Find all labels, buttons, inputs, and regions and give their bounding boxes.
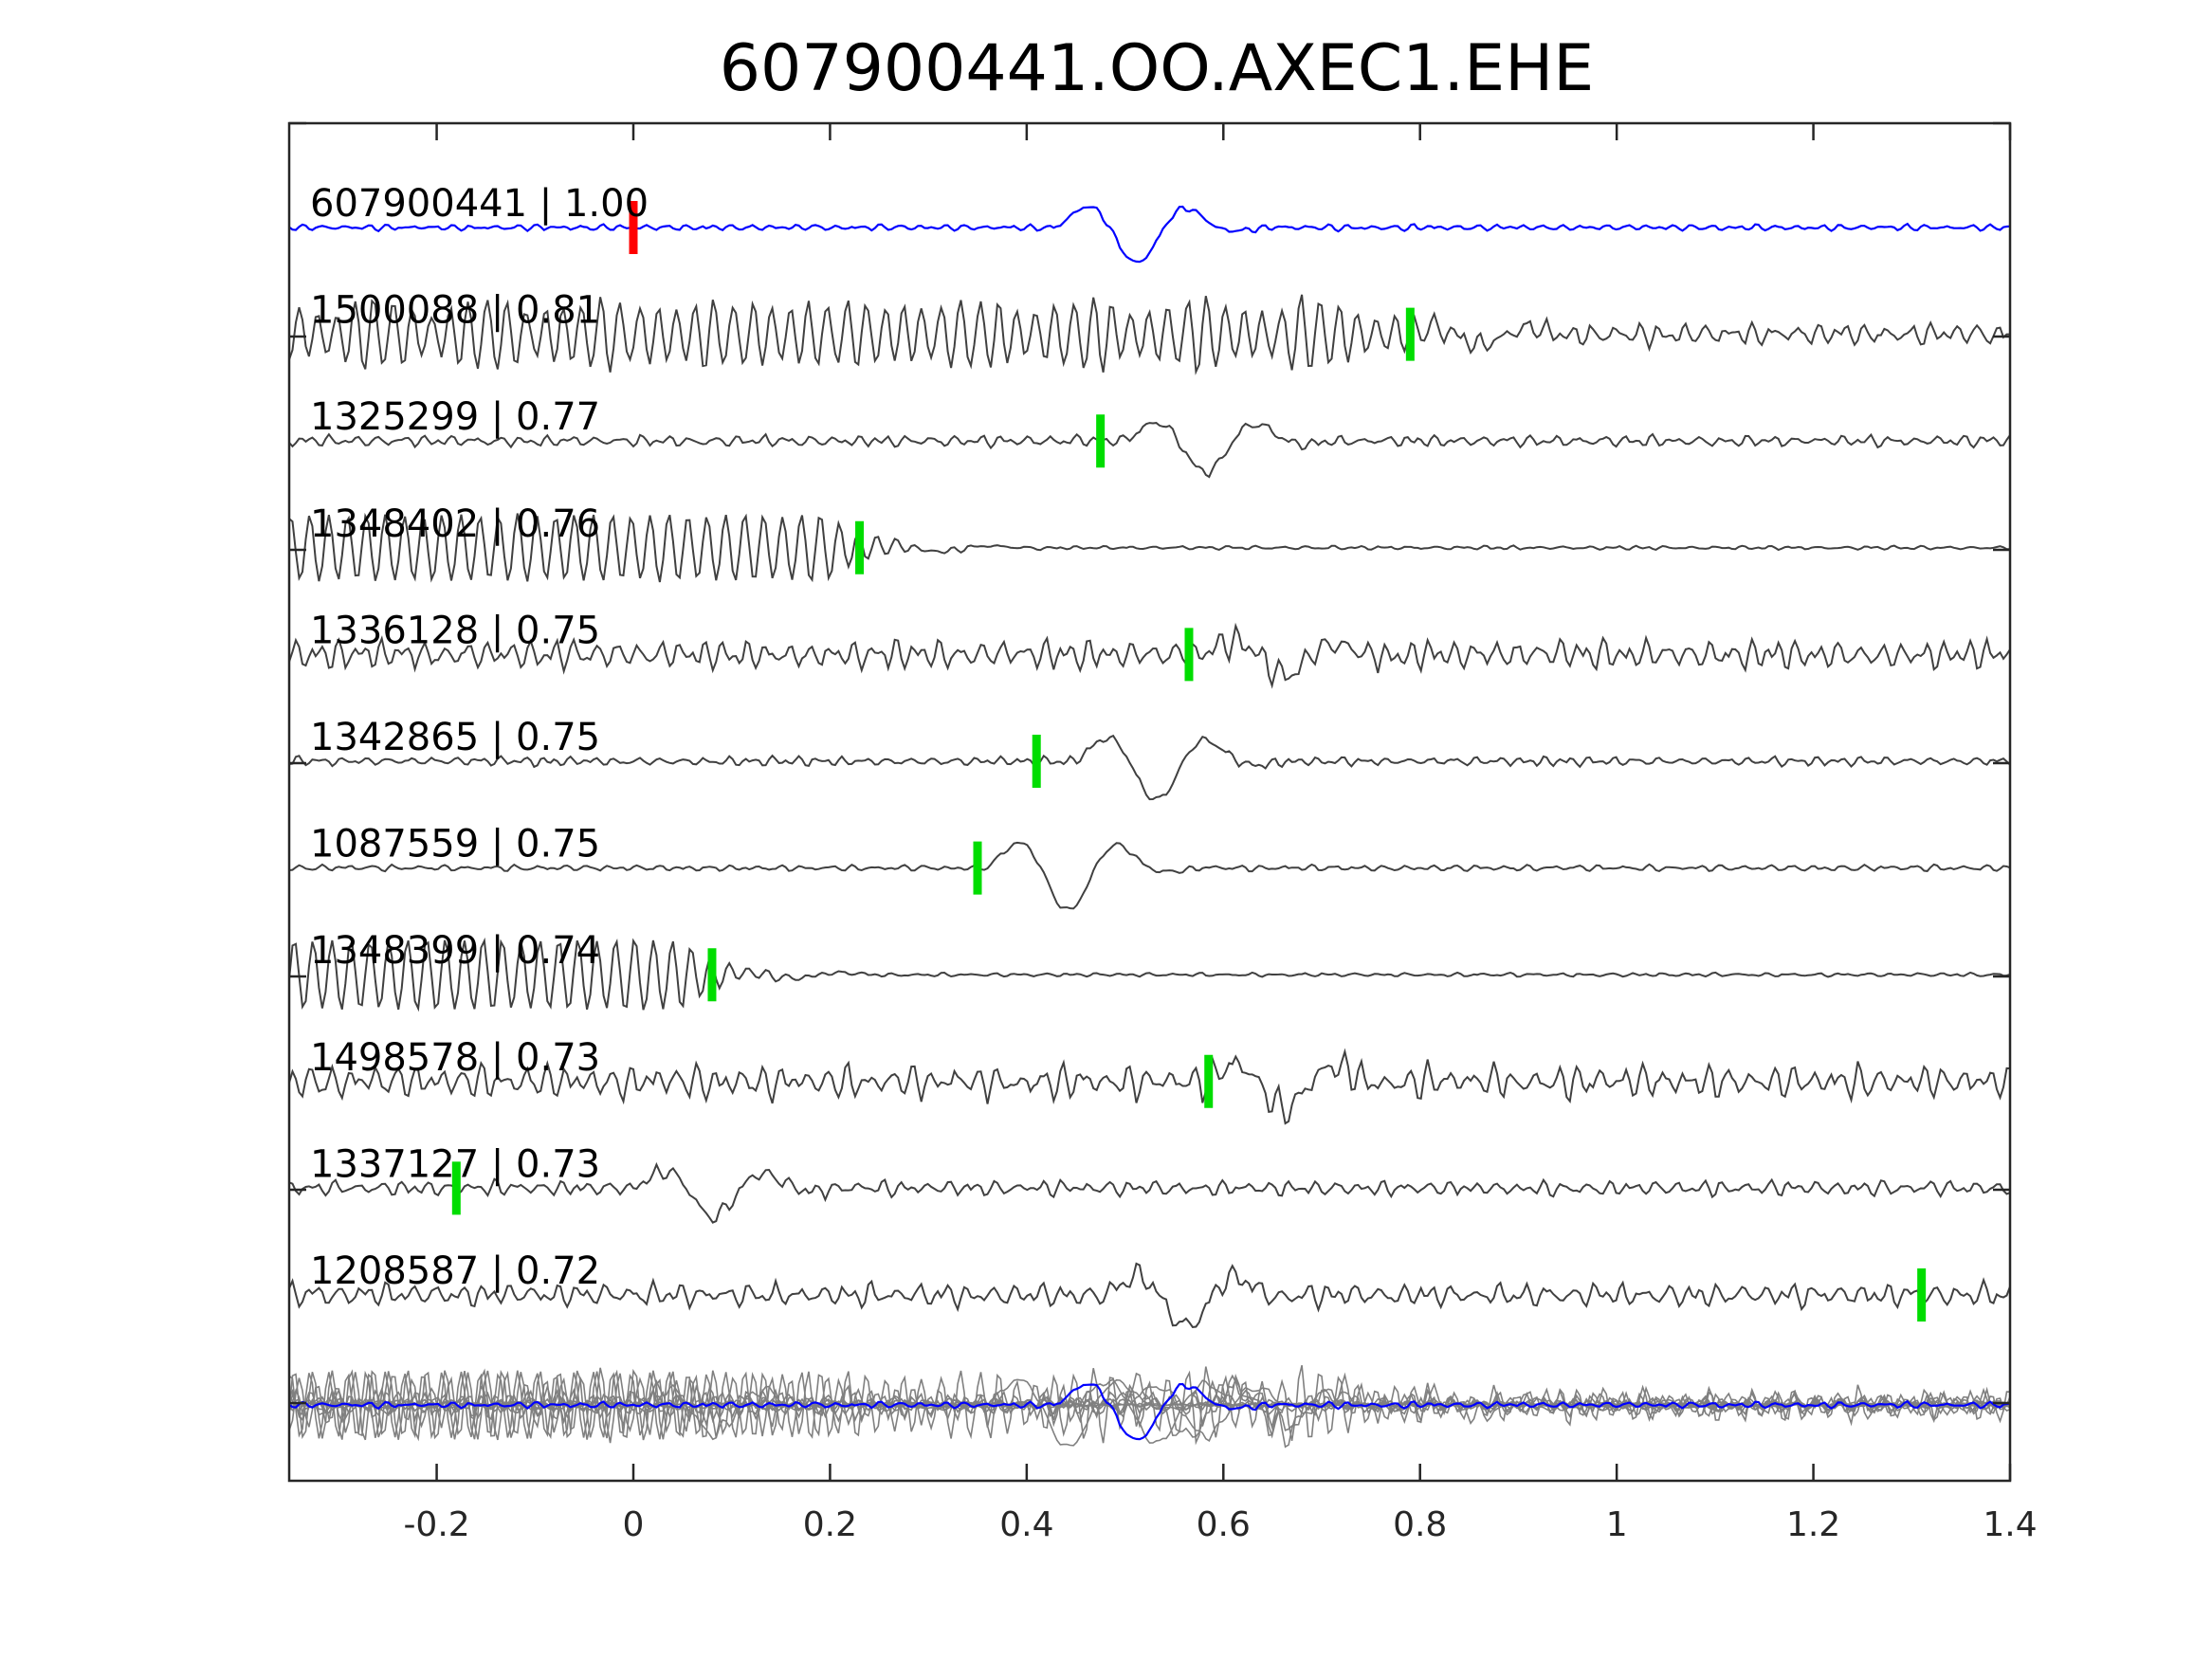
x-tick-label: -0.2 <box>403 1505 469 1544</box>
trace-1336128 <box>288 622 2011 689</box>
x-tick-label: 1.4 <box>1983 1505 2037 1544</box>
trace-1348402 <box>288 512 2011 583</box>
traces-layer <box>288 205 2011 1328</box>
trace-labels: 607900441 | 1.00 1500088 | 0.81 1325299 | … <box>310 182 649 1293</box>
trace-label-607900441: 607900441 | 1.00 <box>310 182 649 226</box>
trace-1498578 <box>288 1048 2011 1125</box>
trace-label-1336128: 1336128 | 0.75 <box>310 609 600 652</box>
trace-1087559 <box>288 841 2011 910</box>
x-tick-label: 0.8 <box>1393 1505 1447 1544</box>
trace-label-1337127: 1337127 | 0.73 <box>310 1142 600 1186</box>
trace-1342865 <box>288 734 2011 801</box>
x-tick-label: 0.2 <box>803 1505 857 1544</box>
trace-1325299 <box>288 422 2011 479</box>
trace-1348399 <box>288 937 2011 1012</box>
x-tick-label: 0.4 <box>999 1505 1053 1544</box>
trace-1500088 <box>288 294 2010 375</box>
trace-1208587 <box>288 1262 2011 1328</box>
x-tick-label: 0 <box>623 1505 645 1544</box>
x-tick-label: 1 <box>1606 1505 1628 1544</box>
trace-label-1087559: 1087559 | 0.75 <box>310 823 600 866</box>
trace-label-1348399: 1348399 | 0.74 <box>310 929 600 973</box>
trace-label-1342865: 1342865 | 0.75 <box>310 716 600 759</box>
trace-607900441 <box>288 205 2011 264</box>
stack-reference-trace <box>288 1382 2011 1441</box>
y-tick-marks <box>289 121 2010 1405</box>
chart-title: 607900441.OO.AXEC1.EHE <box>720 31 1594 106</box>
trace-label-1208587: 1208587 | 0.72 <box>310 1249 600 1293</box>
picks-layer <box>451 201 1927 1322</box>
axes-box <box>287 121 2012 1483</box>
trace-1337127 <box>288 1161 2011 1224</box>
trace-label-1348402: 1348402 | 0.76 <box>310 502 600 546</box>
x-tick-label: 1.2 <box>1786 1505 1840 1544</box>
trace-label-1325299: 1325299 | 0.77 <box>310 395 600 439</box>
x-tick-label: 0.6 <box>1197 1505 1251 1544</box>
stack-overlay <box>288 1365 2011 1449</box>
trace-label-1500088: 1500088 | 0.81 <box>310 289 600 333</box>
trace-label-1498578: 1498578 | 0.73 <box>310 1036 600 1080</box>
x-axis-ticks: -0.2 0 0.2 0.4 0.6 0.8 1 1.2 1.4 <box>403 123 2038 1544</box>
stack-trace <box>288 1379 2011 1441</box>
